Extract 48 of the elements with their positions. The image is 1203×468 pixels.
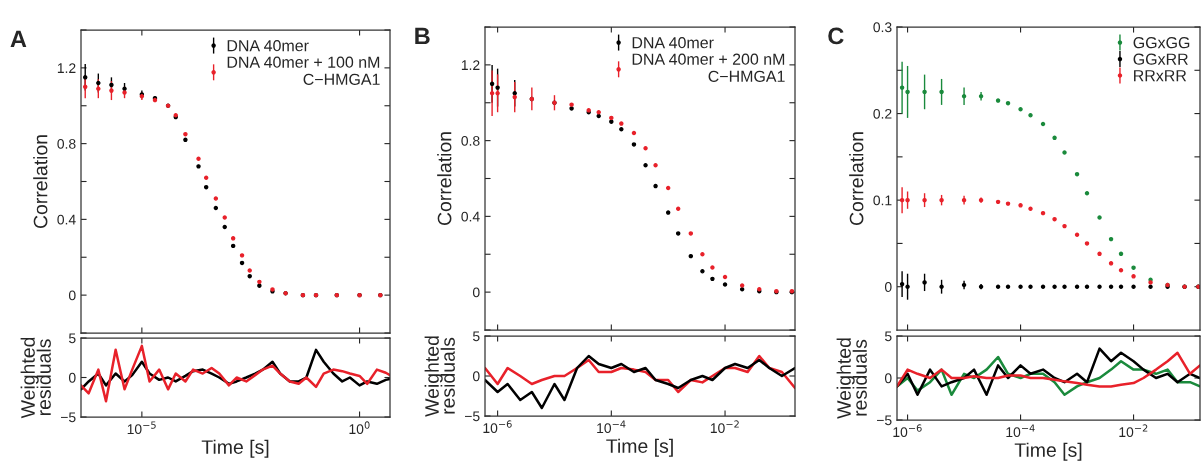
legend-label: DNA 40mer + 200 nM C−HMGA1 — [632, 53, 785, 83]
y-tick-label: −5 — [464, 411, 480, 422]
legend-label: RRxRR — [1134, 70, 1187, 82]
y-tick-label: 0 — [884, 282, 892, 292]
x-tick-label: 10$^{−4}$ — [1006, 424, 1035, 438]
y-tick-label: 0.2 — [873, 108, 892, 119]
y-axis-title: Correlation — [849, 132, 864, 226]
y-tick-label: 0.8 — [57, 138, 76, 149]
legend-label: DNA 40mer + 100 nM C−HMGA1 — [227, 56, 380, 86]
y-tick-label: 5 — [472, 331, 480, 342]
legend-label: DNA 40mer — [227, 40, 309, 52]
chart-title: B — [415, 27, 430, 45]
x-tick-label: 10$^{−2}$ — [710, 420, 739, 434]
y-tick-label: 0 — [472, 371, 480, 382]
y-axis-title: Weighted residuals — [836, 338, 867, 419]
x-axis-title: Time [s] — [1014, 442, 1082, 461]
y-tick-label: 0 — [68, 372, 76, 383]
x-tick-label: 10$^{−5}$ — [127, 421, 156, 435]
y-axis-title: Correlation — [33, 135, 48, 229]
y-tick-label: 0.4 — [57, 214, 76, 225]
legend-label: DNA 40mer — [632, 37, 714, 49]
y-tick-label: 0.3 — [873, 22, 892, 33]
x-tick-label: 10$^{0}$ — [349, 421, 370, 435]
y-axis-title: Weighted residuals — [20, 337, 51, 419]
y-tick-label: 0 — [68, 290, 76, 301]
y-tick-label: 0 — [472, 287, 480, 298]
legend-label: GGxRR — [1133, 53, 1188, 65]
y-axis-title: Weighted residuals — [424, 336, 455, 417]
y-tick-label: 1.2 — [461, 60, 480, 70]
y-tick-label: 0 — [884, 373, 892, 384]
x-axis-title: Time [s] — [606, 438, 673, 457]
y-tick-label: 1.2 — [57, 63, 76, 73]
chart-title: C — [828, 27, 844, 45]
y-tick-label: −5 — [876, 415, 892, 426]
y-tick-label: 5 — [68, 333, 76, 344]
y-tick-label: 5 — [884, 331, 892, 342]
x-tick-label: 10$^{−6}$ — [893, 424, 922, 438]
y-tick-label: −5 — [60, 412, 76, 423]
y-tick-label: 0.8 — [461, 135, 480, 146]
x-tick-label: 10$^{−2}$ — [1119, 424, 1148, 438]
x-axis-title: Time [s] — [201, 439, 269, 458]
x-tick-label: 10$^{−6}$ — [483, 420, 512, 434]
y-tick-label: 0.4 — [461, 211, 480, 222]
y-axis-title: Correlation — [437, 132, 452, 226]
y-tick-label: 0.1 — [873, 195, 892, 206]
legend-label: GGxGG — [1133, 37, 1190, 49]
chart-title: A — [10, 30, 27, 48]
x-tick-label: 10$^{−4}$ — [597, 420, 626, 434]
